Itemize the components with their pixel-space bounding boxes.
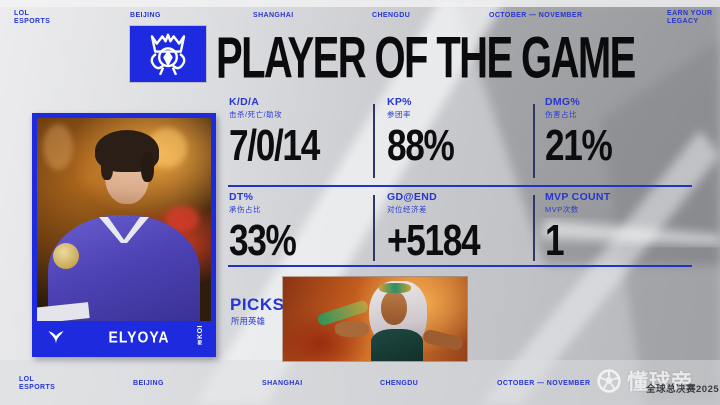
- stat-sublabel: MVP次数: [545, 205, 579, 214]
- stat-sublabel: 对位经济差: [387, 205, 427, 214]
- stat-kda: K/D/A 击杀/死亡/助攻 7/0/14: [229, 96, 331, 170]
- stat-value: 33%: [229, 217, 297, 265]
- watermark-brand: 懂球帝: [627, 371, 693, 394]
- jersey-sleeve-patch: [53, 243, 79, 269]
- champion-crown: [379, 283, 411, 293]
- football-icon: [597, 369, 621, 393]
- page-title: PLAYER OF THE GAME: [216, 25, 636, 91]
- bottom-city-beijing: BEIJING: [133, 380, 164, 387]
- player-hair: [95, 130, 159, 182]
- stat-kp: KP% 参团率 88%: [387, 96, 463, 170]
- top-earn-your-legacy: EARN YOUR LEGACY: [667, 10, 712, 26]
- legacy-line2: LEGACY: [667, 18, 699, 25]
- stat-dt: DT% 承伤占比 33%: [229, 191, 305, 265]
- brand-line1: LOL: [19, 376, 35, 383]
- team-wordmark-vertical: ≋KOI: [197, 325, 204, 346]
- champion-splash-qiyana: [283, 277, 467, 361]
- divider: [373, 195, 375, 261]
- stats-rule-1: [228, 185, 692, 187]
- top-dates: OCTOBER — NOVEMBER: [489, 12, 583, 19]
- stat-sublabel: 参团率: [387, 110, 411, 119]
- player-name: ELYOYA: [108, 327, 170, 346]
- top-brand-lol-esports: LOL ESPORTS: [14, 10, 50, 26]
- picks-label: PICKS: [230, 295, 285, 314]
- champion-arm: [335, 321, 369, 337]
- bottom-city-shanghai: SHANGHAI: [262, 380, 303, 387]
- watermark-subtitle: 全球总决赛2025: [646, 384, 720, 395]
- stats-row-1: K/D/A 击杀/死亡/助攻 7/0/14 KP% 参团率 88% DMG% 伤…: [228, 96, 694, 184]
- champion-shoulder: [421, 328, 465, 352]
- dongqiudi-watermark: 懂球帝: [596, 366, 693, 396]
- picks-sublabel: 所用英雄: [231, 316, 266, 326]
- brand-line1: LOL: [14, 10, 30, 17]
- champion-top: [371, 329, 423, 361]
- stat-sublabel: 承伤占比: [229, 205, 261, 214]
- stat-value: +5184: [387, 217, 481, 265]
- top-city-chengdu: CHENGDU: [372, 12, 411, 19]
- stat-label: DT%: [229, 191, 254, 203]
- legacy-line1: EARN YOUR: [667, 10, 713, 17]
- divider: [533, 104, 535, 178]
- bottom-city-chengdu: CHENGDU: [380, 380, 419, 387]
- champion-face: [381, 291, 407, 325]
- stat-sublabel: 击杀/死亡/助攻: [229, 110, 283, 119]
- player-photo: [37, 118, 211, 321]
- jersey-cuff: [37, 302, 90, 321]
- top-city-shanghai: SHANGHAI: [253, 12, 294, 19]
- top-city-beijing: BEIJING: [130, 12, 161, 19]
- stat-value: 7/0/14: [229, 122, 320, 170]
- stat-label: GD@END: [387, 191, 437, 203]
- brand-line2: ESPORTS: [19, 384, 56, 391]
- brand-line2: ESPORTS: [14, 18, 51, 25]
- koi-sprout-icon: [48, 330, 64, 344]
- player-card: ELYOYA ≋KOI: [32, 113, 216, 357]
- stat-mvp-count: MVP COUNT MVP次数 1: [545, 191, 611, 265]
- stat-value: 88%: [387, 122, 455, 170]
- divider: [533, 195, 535, 261]
- divider: [373, 104, 375, 178]
- stats-rule-2: [228, 265, 692, 267]
- stat-label: K/D/A: [229, 96, 260, 108]
- stats-row-2: DT% 承伤占比 33% GD@END 对位经济差 +5184 MVP COUN…: [228, 191, 694, 279]
- bottom-brand-lol-esports: LOL ESPORTS: [19, 376, 55, 392]
- stat-dmg: DMG% 伤害占比 21%: [545, 96, 621, 170]
- stat-gdend: GD@END 对位经济差 +5184: [387, 191, 492, 265]
- player-name-bar: ELYOYA ≋KOI: [37, 321, 211, 352]
- stat-value: 1: [545, 217, 565, 265]
- stat-value: 21%: [545, 122, 613, 170]
- stat-sublabel: 伤害占比: [545, 110, 577, 119]
- worlds-summoners-cup-icon: [130, 26, 206, 82]
- bottom-dates: OCTOBER — NOVEMBER: [497, 380, 591, 387]
- stat-label: DMG%: [545, 96, 581, 108]
- stat-label: KP%: [387, 96, 412, 108]
- stat-label: MVP COUNT: [545, 191, 611, 203]
